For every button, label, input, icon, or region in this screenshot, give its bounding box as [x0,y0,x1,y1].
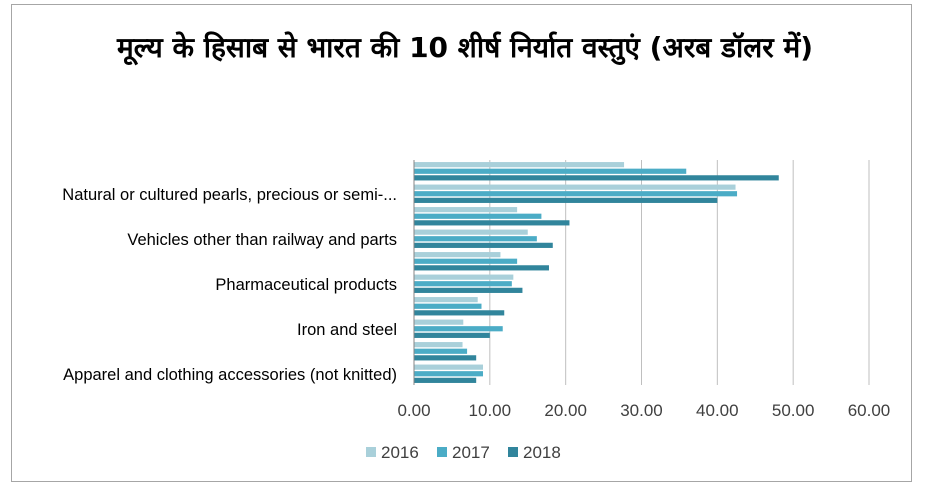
category-label: Natural or cultured pearls, precious or … [62,186,397,204]
bar-2017 [414,303,482,309]
category-labels: Natural or cultured pearls, precious or … [62,186,397,384]
category-label: Apparel and clothing accessories (not kn… [63,366,397,384]
bar-2018 [414,355,477,361]
bar-2018 [414,197,718,203]
x-tick-label: 50.00 [772,401,815,420]
legend-label-2018: 2018 [523,443,561,462]
legend-swatch-2017 [437,447,447,457]
bar-2018 [414,220,570,226]
bar-2016 [414,162,625,168]
bar-2018 [414,310,505,316]
x-tick-label: 60.00 [848,401,891,420]
bar-2018 [414,332,490,338]
bars [414,162,779,383]
bar-2016 [414,252,501,258]
bar-2018 [414,265,549,271]
bar-2018 [414,287,523,293]
x-tick-label: 0.00 [397,401,430,420]
bar-2017 [414,168,687,174]
x-tick-label: 10.00 [469,401,512,420]
x-tick-label: 20.00 [544,401,587,420]
category-label: Iron and steel [297,321,397,339]
x-tick-labels: 0.00 10.00 20.00 30.00 40.00 50.00 60.00 [397,401,890,420]
bar-2018 [414,377,477,383]
bar-2017 [414,371,484,377]
bar-2017 [414,191,738,197]
bar-2018 [414,175,779,181]
legend-swatch-2018 [508,447,518,457]
legend-label-2017: 2017 [452,443,490,462]
bar-2017 [414,326,503,332]
bar-2016 [414,319,464,325]
bar-2016 [414,297,478,303]
bar-2016 [414,342,463,348]
bar-2016 [414,207,518,213]
bar-2016 [414,274,514,280]
legend-swatch-2016 [366,447,376,457]
bar-2016 [414,229,528,235]
x-tick-label: 30.00 [620,401,663,420]
bar-2017 [414,258,518,264]
bar-2016 [414,184,736,190]
bar-2017 [414,213,542,219]
x-tick-label: 40.00 [696,401,739,420]
bar-2017 [414,236,537,242]
gridlines [489,160,870,385]
legend: 2016 2017 2018 [366,443,561,462]
bar-2017 [414,348,468,354]
category-label: Pharmaceutical products [215,276,397,294]
category-label: Vehicles other than railway and parts [127,231,397,249]
chart-title: मूल्य के हिसाब से भारत की 10 शीर्ष निर्य… [116,31,813,64]
bar-2017 [414,281,512,287]
bar-2018 [414,242,553,248]
legend-label-2016: 2016 [381,443,419,462]
bar-2016 [414,364,484,370]
